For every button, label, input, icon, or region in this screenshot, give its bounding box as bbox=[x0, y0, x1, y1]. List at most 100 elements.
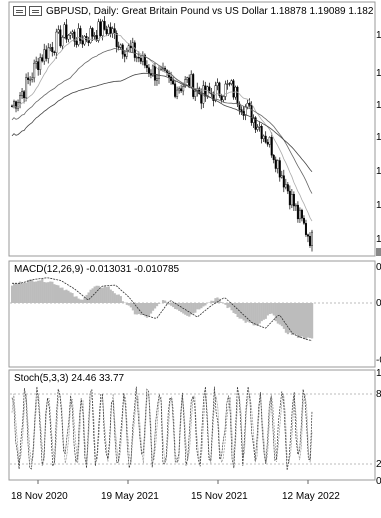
candle-body bbox=[69, 33, 72, 36]
candle-body bbox=[145, 65, 148, 68]
candle-body bbox=[157, 69, 160, 79]
macd-bar bbox=[157, 303, 161, 304]
macd-bar bbox=[21, 283, 24, 303]
macd-bar bbox=[196, 303, 199, 310]
candle-body bbox=[117, 46, 120, 48]
candle-body bbox=[29, 79, 32, 81]
macd-bar bbox=[210, 300, 213, 303]
macd-bar bbox=[13, 283, 16, 303]
macd-bar bbox=[151, 303, 155, 311]
macd-bar bbox=[97, 285, 100, 303]
macd-bar bbox=[91, 288, 94, 303]
macd-pane-header: MACD(12,26,9) -0.013031 -0.010785 bbox=[14, 264, 180, 275]
candle-body bbox=[139, 57, 142, 62]
x-label-2: 19 May 2021 bbox=[101, 491, 159, 502]
candle-body bbox=[278, 160, 281, 178]
candle-body bbox=[151, 65, 154, 76]
candle-body bbox=[246, 103, 249, 108]
macd-bar bbox=[270, 303, 273, 314]
macd-bar bbox=[308, 303, 312, 339]
candle-body bbox=[272, 154, 275, 161]
ma-slow-line bbox=[11, 72, 313, 173]
candle-body bbox=[174, 83, 177, 97]
macd-bar bbox=[180, 303, 183, 313]
main-pane bbox=[8, 1, 376, 257]
macd-bar bbox=[264, 303, 267, 319]
candle-body bbox=[311, 231, 314, 246]
macd-bar bbox=[248, 303, 251, 323]
macd-bar bbox=[155, 303, 159, 307]
candle-body bbox=[288, 190, 291, 206]
macd-bar bbox=[51, 281, 54, 303]
candle-body bbox=[290, 194, 293, 206]
macd-bar bbox=[286, 303, 290, 335]
candle-body bbox=[63, 24, 66, 38]
candle-body bbox=[37, 61, 40, 70]
candle-body bbox=[57, 29, 60, 33]
macd-bar bbox=[81, 299, 84, 303]
macd-bar bbox=[166, 303, 169, 305]
macd-bar bbox=[75, 296, 78, 303]
candle-body bbox=[111, 28, 114, 34]
candle-body bbox=[190, 74, 193, 88]
candle-body bbox=[71, 31, 74, 34]
candle-body bbox=[43, 49, 46, 62]
macd-bar bbox=[115, 294, 118, 303]
candle-body bbox=[33, 62, 36, 79]
candle-body bbox=[45, 49, 48, 59]
chart-settings-icon[interactable] bbox=[13, 6, 26, 16]
macd-bar bbox=[31, 279, 34, 303]
macd-bar bbox=[133, 303, 137, 315]
candle-body bbox=[23, 91, 26, 99]
macd-bar bbox=[59, 287, 62, 303]
candle-body bbox=[260, 126, 263, 139]
macd-bar bbox=[99, 287, 102, 303]
candle-body bbox=[184, 79, 187, 87]
macd-bar bbox=[188, 303, 191, 317]
macd-bar bbox=[190, 303, 193, 315]
candle-body bbox=[236, 86, 239, 105]
macd-bar bbox=[268, 303, 271, 315]
candle-body bbox=[85, 36, 88, 41]
candle-body bbox=[31, 77, 34, 80]
macd-bar bbox=[37, 280, 40, 303]
candle-body bbox=[79, 28, 82, 41]
macd-bar bbox=[49, 281, 52, 303]
candle-body bbox=[214, 85, 217, 101]
candle-body bbox=[81, 40, 84, 45]
macd-bar bbox=[47, 282, 50, 303]
macd-bar bbox=[121, 301, 124, 303]
macd-bar bbox=[290, 303, 294, 336]
macd-bar bbox=[53, 284, 56, 303]
main-series bbox=[10, 16, 314, 252]
symbol-icon[interactable] bbox=[29, 6, 42, 16]
candle-body bbox=[75, 41, 78, 45]
stoch-scale-label: 0 bbox=[376, 476, 381, 487]
candle-body bbox=[109, 26, 112, 34]
macd-bar bbox=[17, 283, 20, 303]
candle-body bbox=[252, 117, 255, 123]
candle-body bbox=[47, 47, 50, 59]
candle-body bbox=[115, 33, 118, 47]
candle-body bbox=[220, 95, 223, 101]
candle-body bbox=[300, 209, 303, 219]
macd-bar bbox=[129, 303, 132, 308]
candle-body bbox=[194, 91, 197, 97]
macd-bar bbox=[176, 303, 179, 310]
candle-body bbox=[59, 29, 62, 47]
macd-scale-label: 0 bbox=[376, 298, 381, 309]
macd-bar bbox=[103, 286, 106, 303]
price-marker bbox=[376, 248, 381, 256]
macd-bar bbox=[162, 300, 165, 303]
macd-bar bbox=[216, 297, 219, 303]
macd-bar bbox=[310, 303, 314, 339]
candle-body bbox=[21, 91, 24, 96]
macd-bar bbox=[67, 290, 70, 303]
candle-body bbox=[125, 49, 128, 57]
macd-bar bbox=[260, 303, 263, 322]
macd-bar bbox=[256, 303, 259, 326]
macd-bar bbox=[153, 303, 157, 309]
candle-body bbox=[73, 31, 76, 42]
macd-bar bbox=[186, 303, 189, 316]
candle-body bbox=[89, 28, 92, 43]
